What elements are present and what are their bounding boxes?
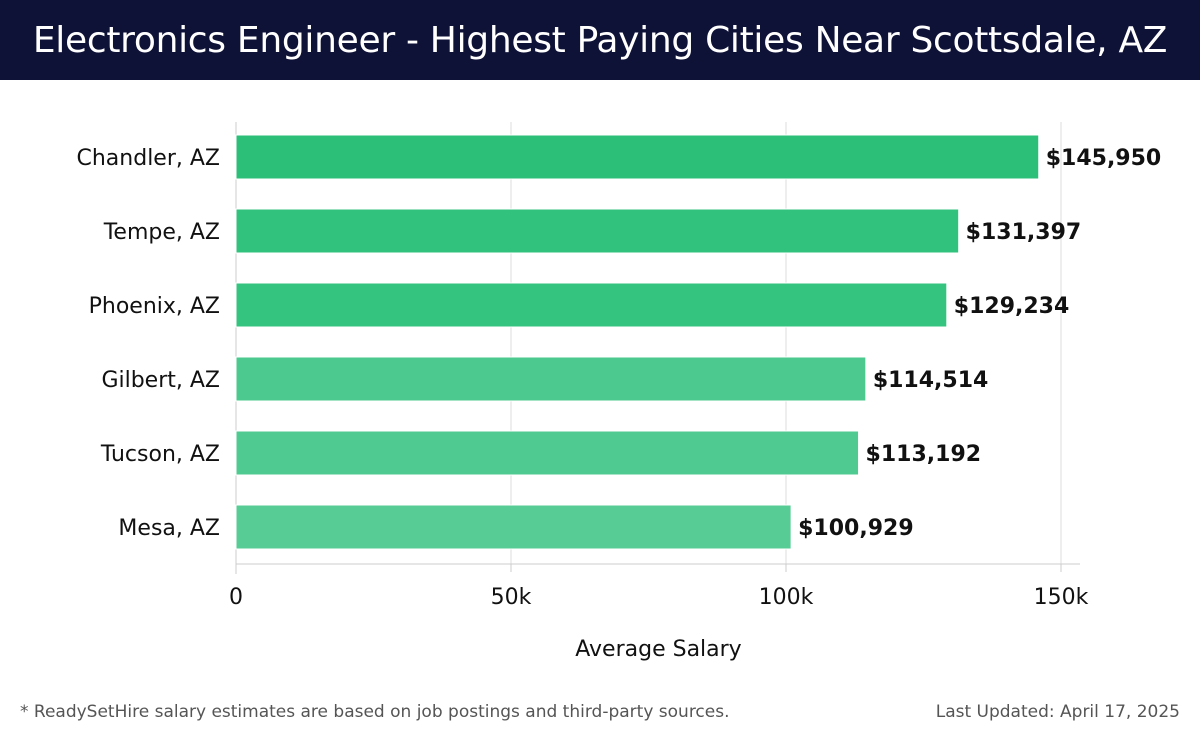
- bar-value-label: $114,514: [873, 368, 989, 393]
- bar-value-label: $131,397: [966, 220, 1082, 245]
- category-label: Tempe, AZ: [103, 220, 220, 245]
- chart-header: Electronics Engineer - Highest Paying Ci…: [0, 0, 1200, 80]
- x-tick-label: 0: [229, 585, 243, 610]
- bar-value-label: $100,929: [798, 516, 914, 541]
- bar-value-label: $145,950: [1046, 146, 1162, 171]
- bar: [235, 504, 792, 550]
- bar: [235, 356, 867, 402]
- category-label: Chandler, AZ: [77, 146, 221, 171]
- bar: [235, 282, 948, 328]
- x-tick-label: 100k: [759, 585, 814, 610]
- category-label: Gilbert, AZ: [101, 368, 220, 393]
- category-label: Mesa, AZ: [118, 516, 220, 541]
- bar: [235, 430, 860, 476]
- bar: [235, 134, 1040, 180]
- bar-value-label: $113,192: [866, 442, 982, 467]
- last-updated: Last Updated: April 17, 2025: [935, 702, 1180, 722]
- bar: [235, 208, 960, 254]
- category-label: Tucson, AZ: [100, 442, 220, 467]
- bar-chart: 0 50k 100k 150k Average Salary Chandler, AZ $1…: [77, 122, 1162, 662]
- category-label: Phoenix, AZ: [89, 294, 220, 319]
- chart-title: Electronics Engineer - Highest Paying Ci…: [32, 19, 1168, 61]
- x-axis-title: Average Salary: [575, 637, 741, 662]
- footer-note: * ReadySetHire salary estimates are base…: [20, 702, 730, 722]
- bar-value-label: $129,234: [954, 294, 1070, 319]
- x-tick-label: 50k: [491, 585, 532, 610]
- x-tick-label: 150k: [1034, 585, 1089, 610]
